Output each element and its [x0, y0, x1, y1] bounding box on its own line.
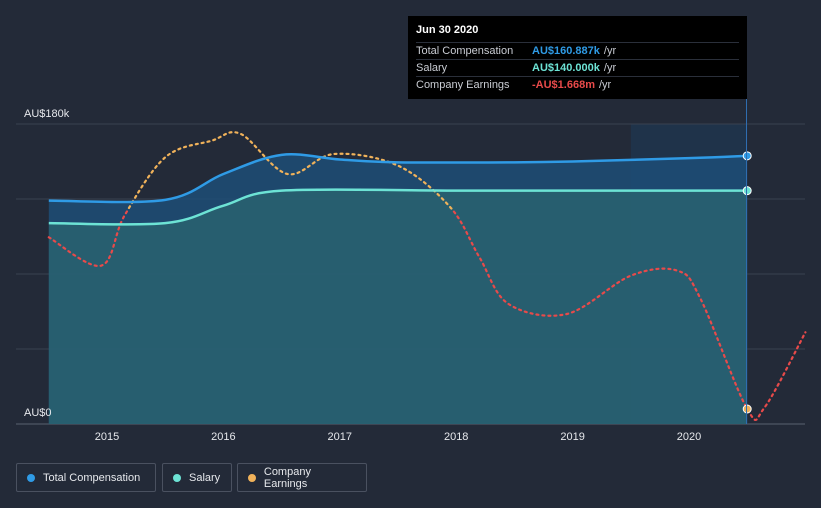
legend-salary[interactable]: Salary: [162, 463, 232, 492]
salary-area: [48, 189, 748, 424]
y-tick-label-max: AU$180k: [24, 108, 70, 120]
x-tick-label: 2017: [328, 431, 352, 443]
y-tick-label-zero: AU$0: [24, 407, 52, 419]
company-earnings-marker: [742, 404, 752, 414]
legend-dot-icon: [173, 473, 181, 482]
tooltip: Jun 30 2020 Total Compensation AU$160.88…: [408, 16, 747, 99]
tooltip-date: Jun 30 2020: [416, 24, 479, 36]
company-earnings-line-positive: [126, 131, 454, 210]
tooltip-label: Total Compensation: [416, 45, 514, 57]
tooltip-unit: /yr: [598, 79, 612, 91]
legend-company-earnings[interactable]: Company Earnings: [237, 463, 367, 492]
legend-label: Salary: [189, 471, 221, 484]
total-compensation-marker: [742, 151, 752, 161]
total-compensation-line: [48, 153, 748, 204]
tooltip-row-total: Total Compensation AU$160.887k /yr: [416, 42, 739, 59]
tooltip-unit: /yr: [603, 45, 617, 57]
tooltip-value: -AU$1.668m: [532, 79, 595, 91]
tooltip-label: Company Earnings: [416, 79, 510, 91]
company-earnings-line-negative: [47, 210, 807, 421]
legend-dot-icon: [248, 473, 256, 482]
x-tick-label: 2019: [560, 431, 584, 443]
x-tick-label: 2016: [211, 431, 235, 443]
tooltip-row-earnings: Company Earnings -AU$1.668m /yr: [416, 76, 739, 93]
tooltip-label: Salary: [416, 62, 448, 74]
x-tick-label: 2020: [677, 431, 701, 443]
tooltip-value: AU$160.887k: [532, 45, 600, 57]
legend-total-compensation[interactable]: Total Compensation: [16, 463, 156, 492]
x-tick-label: 2015: [95, 431, 119, 443]
legend-label: Total Compensation: [43, 471, 141, 484]
legend-dot-icon: [27, 473, 35, 482]
legend-label: Company Earnings: [263, 465, 311, 490]
tooltip-unit: /yr: [603, 62, 617, 74]
tooltip-row-salary: Salary AU$140.000k /yr: [416, 59, 739, 76]
salary-line: [48, 188, 748, 226]
salary-marker: [742, 186, 752, 196]
tooltip-value: AU$140.000k: [532, 62, 600, 74]
x-tick-label: 2018: [444, 431, 468, 443]
